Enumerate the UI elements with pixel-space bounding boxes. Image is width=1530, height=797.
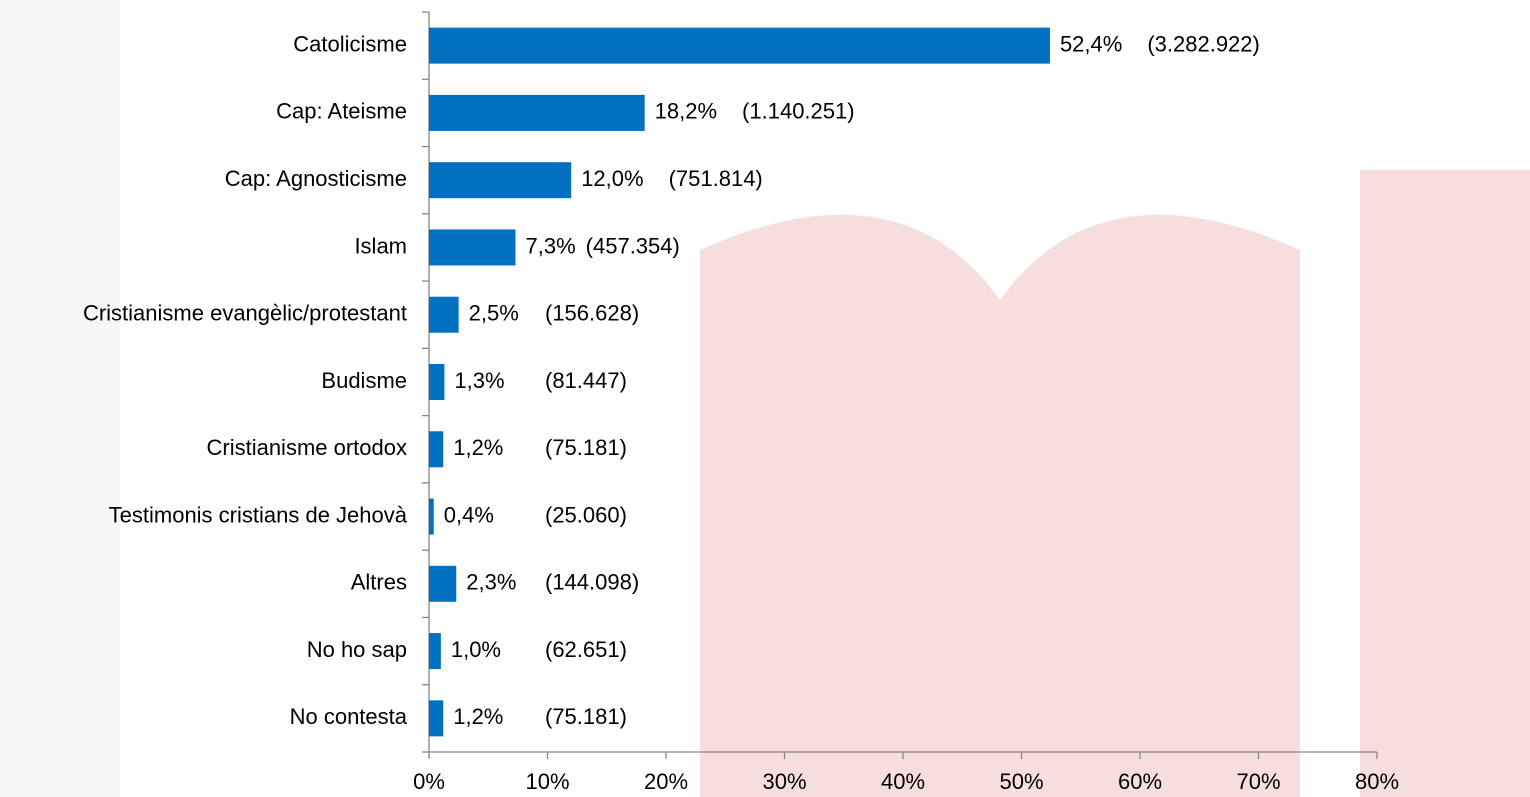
y-tick-label: No ho sap [307,637,407,662]
value-label: 12,0% [581,166,643,191]
count-label: (62.651) [545,637,627,662]
count-label: (1.140.251) [742,99,855,124]
bar [429,94,645,131]
y-tick-label: No contesta [290,704,408,729]
count-label: (75.181) [545,435,627,460]
count-label: (457.354) [586,233,680,258]
bar [429,565,457,602]
value-label: 1,0% [451,637,501,662]
bar [429,296,459,333]
bar [429,364,445,400]
y-tick-label: Cristianisme evangèlic/protestant [83,301,407,326]
watermark-shape [0,0,120,797]
count-label: (144.098) [545,570,639,595]
bar [429,633,441,670]
count-label: (3.282.922) [1147,31,1260,56]
value-label: 0,4% [444,502,494,527]
x-tick-label: 30% [762,769,806,794]
y-tick-label: Cap: Agnosticisme [225,166,407,191]
count-label: (81.447) [545,368,627,393]
x-tick-label: 0% [413,769,445,794]
value-label: 52,4% [1060,31,1122,56]
y-tick-label: Testimonis cristians de Jehovà [109,502,408,527]
x-tick-label: 40% [881,769,925,794]
x-tick-label: 10% [525,769,569,794]
x-tick-label: 20% [644,769,688,794]
bar [429,498,434,535]
y-tick-label: Catolicisme [293,31,407,56]
count-label: (25.060) [545,502,627,527]
value-label: 18,2% [655,99,717,124]
x-tick-label: 60% [1118,769,1162,794]
watermark-shape [700,214,1300,797]
bar [429,229,516,266]
y-tick-label: Islam [354,233,407,258]
value-label: 7,3% [526,233,576,258]
bar [429,27,1050,64]
y-tick-label: Cap: Ateisme [276,99,407,124]
x-tick-label: 80% [1355,769,1399,794]
watermark-shape [1360,170,1530,797]
y-tick-label: Budisme [321,368,407,393]
x-tick-label: 70% [1236,769,1280,794]
y-tick-label: Altres [351,570,407,595]
value-label: 1,2% [453,704,503,729]
count-label: (751.814) [669,166,763,191]
count-label: (156.628) [545,301,639,326]
bar [429,162,572,199]
value-label: 2,5% [469,301,519,326]
value-label: 2,3% [466,570,516,595]
count-label: (75.181) [545,704,627,729]
value-label: 1,2% [453,435,503,460]
bar [429,700,444,737]
value-label: 1,3% [454,368,504,393]
y-tick-label: Cristianisme ortodox [206,435,407,460]
bar [429,431,444,468]
x-tick-label: 50% [999,769,1043,794]
